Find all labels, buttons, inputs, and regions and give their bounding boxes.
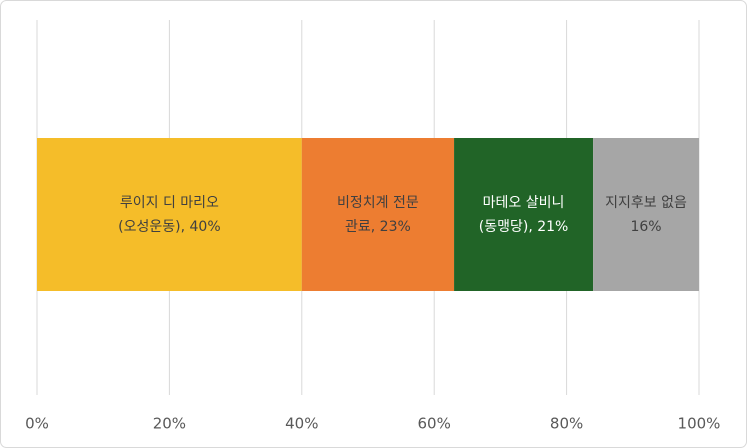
x-tick-label: 60% bbox=[418, 415, 451, 433]
bar-segment bbox=[301, 138, 455, 291]
x-tick-label: 100% bbox=[678, 415, 721, 433]
x-tick-label: 80% bbox=[550, 415, 583, 433]
data-label: 지지후보 없음 16% bbox=[605, 194, 687, 235]
data-label: 루이지 디 마리오 (오성운동), 40% bbox=[118, 194, 221, 235]
data-label: 비정치계 전문 관료, 23% bbox=[337, 194, 419, 235]
x-tick-label: 40% bbox=[285, 415, 318, 433]
bar-segment bbox=[454, 138, 594, 291]
bar-segment bbox=[37, 138, 302, 291]
x-tick-label: 20% bbox=[153, 415, 186, 433]
bar-segment bbox=[593, 138, 699, 291]
data-label: 마테오 살비니 (동맹당), 21% bbox=[478, 194, 569, 235]
x-tick-label: 0% bbox=[25, 415, 49, 433]
